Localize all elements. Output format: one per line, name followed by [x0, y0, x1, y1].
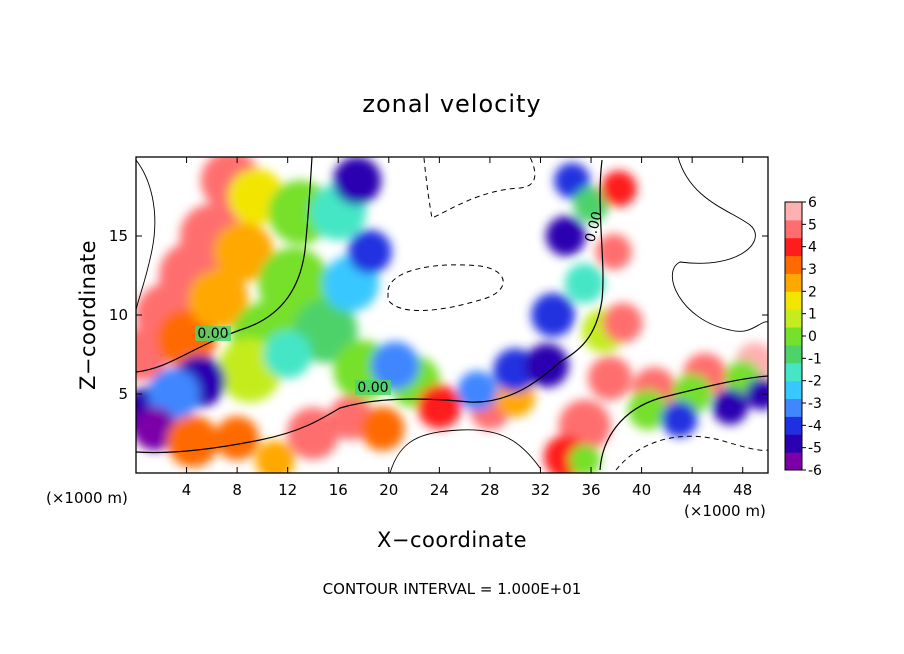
field-blob [457, 370, 498, 411]
dashed-contour-top [423, 157, 536, 219]
colorbar-swatch [785, 344, 802, 364]
field-blob [147, 368, 200, 420]
y-axis-unit: (×1000 m) [46, 489, 128, 507]
field-blob [627, 389, 668, 430]
y-axis-title: Z−coordinate [76, 240, 100, 390]
field-blob [588, 356, 632, 401]
field-blob [258, 247, 330, 320]
colorbar-swatch [785, 219, 802, 239]
field-blob [255, 440, 296, 473]
y-axis: 5 10 15 [109, 227, 768, 403]
x-tick-label: 48 [733, 481, 752, 499]
colorbar-swatch [785, 416, 802, 435]
x-tick-label: 20 [379, 481, 398, 499]
zero-contour-lower [136, 157, 313, 373]
outer-contour-bottom [389, 429, 541, 473]
colorbar-swatch [785, 202, 802, 221]
x-tick-label: 8 [232, 481, 242, 499]
colorbar-swatch [785, 434, 802, 453]
field-blob [136, 406, 177, 451]
field-blob [333, 157, 382, 205]
colorbar-swatch [785, 273, 802, 292]
x-tick-label: 4 [182, 481, 192, 499]
field-blob [286, 407, 339, 460]
x-tick-label: 32 [531, 481, 550, 499]
x-axis: 4 8 12 16 20 24 28 32 36 40 44 48 [182, 157, 752, 499]
field-blob [371, 341, 420, 390]
colorbar-tick-label: -2 [808, 374, 822, 390]
colorbar-tick-label: -1 [808, 351, 822, 367]
y-tick-label: 15 [109, 227, 128, 245]
x-tick-label: 16 [329, 481, 348, 499]
field-blob [568, 444, 601, 473]
field-blob [595, 233, 632, 270]
x-axis-title: X−coordinate [377, 528, 527, 552]
colorbar-tick-label: -6 [808, 463, 822, 479]
contour-label: 0.00 [357, 380, 388, 396]
field-blob [360, 406, 405, 451]
colorbar-swatch [785, 362, 802, 382]
colorbar-swatch [785, 327, 802, 346]
field-blob [263, 330, 312, 379]
colorbar-tick-label: -3 [808, 396, 822, 412]
colorbar-swatch [785, 398, 802, 417]
colorbar-swatch [785, 237, 802, 257]
zero-contour-right [599, 375, 768, 471]
colorbar-tick-label: 5 [808, 217, 817, 233]
colorbar-tick-label: 2 [808, 284, 817, 300]
colorbar-tick-label: -4 [808, 418, 822, 434]
colorbar-tick-label: -5 [808, 441, 822, 457]
field-blob [215, 416, 260, 461]
colorbar-swatch [785, 291, 802, 310]
colorbar-tick-label: 6 [808, 195, 817, 211]
field-blob [745, 378, 768, 410]
colorbar-swatch [785, 452, 802, 471]
heatmap-field [136, 157, 768, 473]
x-axis-unit: (×1000 m) [684, 502, 766, 520]
colorbar-tick-label: 0 [808, 329, 817, 345]
dashed-contours [387, 157, 768, 471]
outer-contour-right [671, 157, 768, 332]
x-tick-label: 12 [278, 481, 297, 499]
x-tick-label: 40 [632, 481, 651, 499]
contour-label: 0.00 [197, 326, 228, 342]
field-blob [661, 401, 698, 438]
dashed-contour-center [387, 264, 504, 312]
colorbar-swatch [785, 255, 802, 274]
field-blob [166, 415, 219, 468]
y-tick-label: 10 [109, 306, 128, 324]
field-blob [188, 269, 249, 330]
contour-lines [136, 157, 768, 473]
colorbar: 6 5 4 3 2 1 0 -1 -2 -3 -4 -5 -6 [784, 195, 822, 479]
colorbar-tick-label: 4 [808, 240, 817, 256]
outer-contour-left [136, 159, 156, 311]
field-blob [602, 302, 643, 343]
colorbar-swatch [785, 380, 802, 400]
field-blob [600, 170, 637, 207]
colorbar-swatch [785, 309, 802, 328]
x-tick-label: 36 [581, 481, 600, 499]
field-blob [712, 388, 749, 425]
field-blob [417, 384, 462, 429]
field-blob [524, 343, 569, 388]
field-blob [564, 263, 605, 304]
x-tick-label: 24 [430, 481, 449, 499]
field-blob [213, 221, 274, 282]
x-tick-label: 44 [683, 481, 702, 499]
chart-title: zonal velocity [362, 90, 541, 118]
y-tick-label: 5 [118, 385, 128, 403]
contour-labels: 0.00 0.00 0.00 [195, 210, 606, 396]
field-blob [545, 216, 586, 256]
contour-interval-note: CONTOUR INTERVAL = 1.000E+01 [323, 580, 582, 598]
field-blob [531, 293, 576, 337]
colorbar-tick-label: 3 [808, 262, 817, 278]
field-blob [347, 229, 392, 274]
colorbar-tick-label: 1 [808, 307, 817, 323]
dashed-contour-bottom-right [615, 435, 768, 471]
x-tick-label: 28 [480, 481, 499, 499]
zero-contour-middle [136, 159, 604, 454]
contour-label: 0.00 [582, 210, 606, 244]
